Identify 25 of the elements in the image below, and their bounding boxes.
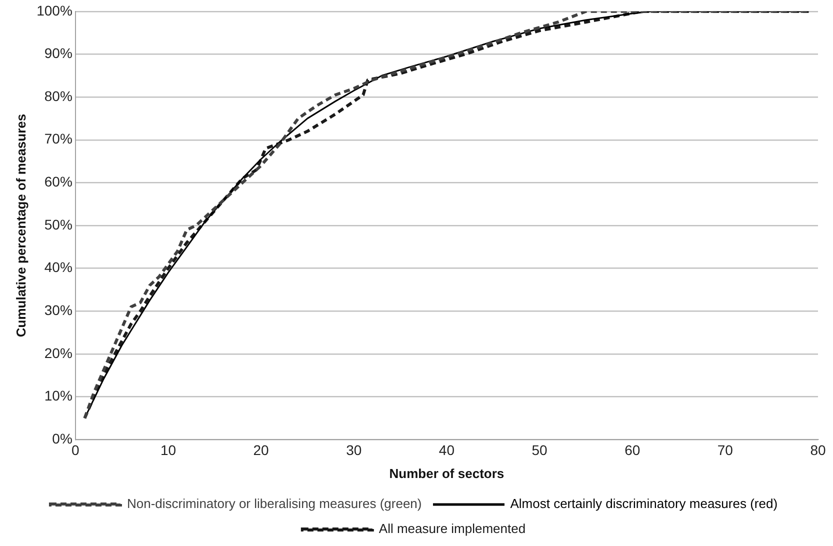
y-tick-label: 50% [44,216,72,232]
x-tick-label: 10 [160,442,176,458]
text: Almost certainly discriminatory measures (red) [510,496,778,512]
x-tick-label: 40 [438,442,455,458]
x-axis-title: Number of sectors [389,466,504,481]
x-tick-label: 80 [810,442,826,458]
x-tick-label: 70 [717,442,734,458]
y-tick-label: 90% [44,45,72,62]
y-tick-label: 10% [44,388,72,404]
x-tick-label: 30 [346,442,362,458]
y-tick-label: 30% [44,302,72,318]
y-tick-label: 80% [44,88,72,104]
y-tick-label: 60% [44,174,72,190]
y-tick-label: 40% [44,259,72,276]
x-tick-label: 60 [624,442,640,458]
x-tick-label: 20 [253,442,270,458]
y-tick-label: 20% [44,344,72,361]
text: All measure implemented [378,521,526,536]
y-tick-label: 0% [52,430,72,446]
y-tick-label: 100% [36,2,72,18]
text: Non-discriminatory or liberalising measures (green) [126,496,422,512]
x-tick-label: 0 [72,442,80,458]
y-axis-title: Cumulative percentage of measures [13,114,28,338]
x-tick-label: 50 [532,442,548,458]
y-tick-label: 70% [44,130,72,147]
